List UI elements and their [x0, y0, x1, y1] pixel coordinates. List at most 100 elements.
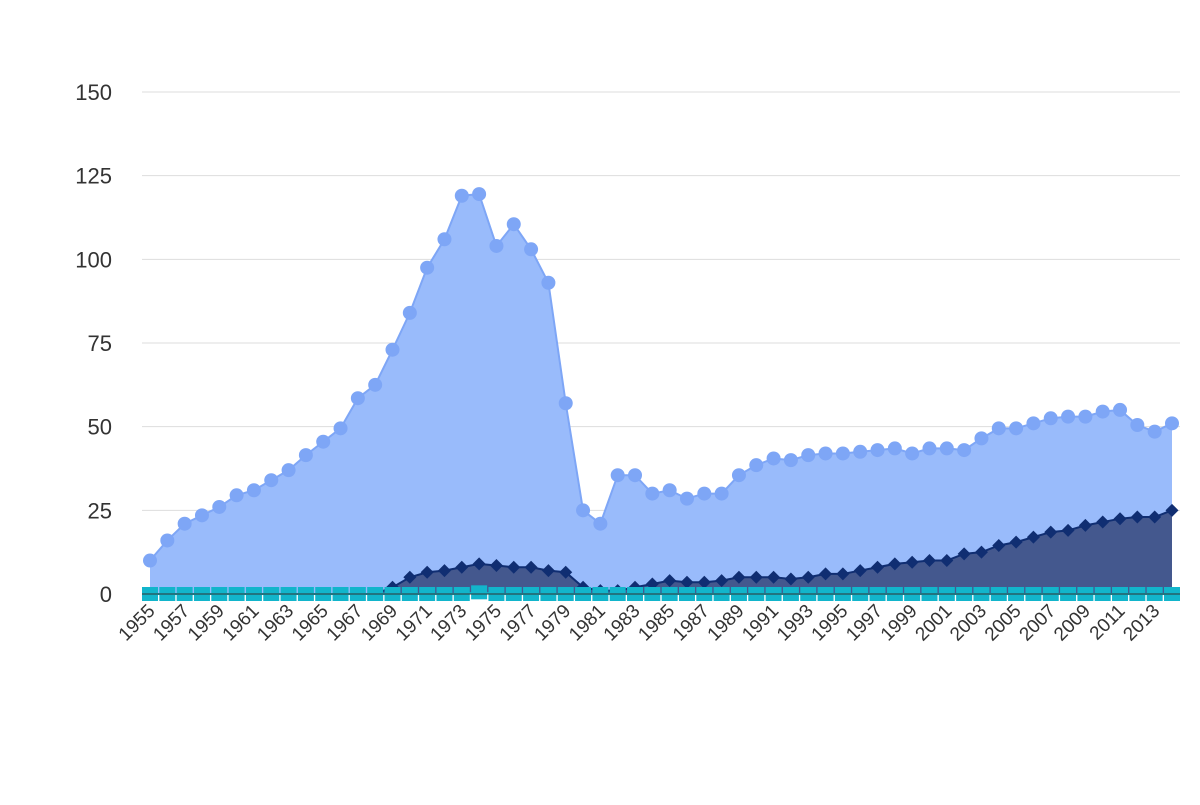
x-tick-label-1957: 1957	[149, 601, 194, 646]
series-2-point-1972	[437, 564, 451, 578]
x-tick-label-2009: 2009	[1050, 601, 1095, 646]
series-2-point-1970	[403, 570, 417, 584]
series-1-point-1983	[628, 468, 643, 483]
series-2-point-1978	[541, 564, 555, 578]
series-1-point-2002	[957, 443, 972, 458]
series-2-point-1974	[472, 557, 486, 571]
series-1-point-1999	[905, 446, 920, 461]
series-1-point-2006	[1026, 416, 1041, 431]
y-tick-label-25: 25	[88, 498, 112, 523]
series-1-point-1964	[298, 448, 313, 463]
series-1-point-1961	[246, 483, 261, 498]
series-1-point-1974	[472, 187, 487, 202]
series-1-point-1997	[870, 443, 885, 458]
series-2-point-1990	[749, 570, 763, 584]
series-1-point-2009	[1078, 409, 1093, 424]
series-1-point-1992	[783, 453, 798, 468]
series-1-point-1993	[801, 448, 816, 463]
series-2-point-2002	[957, 547, 971, 561]
x-tick-label-1987: 1987	[669, 601, 714, 646]
series-1-point-1998	[887, 441, 902, 456]
y-tick-label-150: 150	[75, 80, 112, 105]
series-2-point-1999	[905, 555, 919, 569]
series-2-point-1988	[715, 574, 729, 588]
series-2-point-2011	[1113, 512, 1127, 526]
x-tick-label-1963: 1963	[253, 601, 298, 646]
series-2-point-1977	[524, 560, 538, 574]
series-2-point-1986	[680, 575, 694, 589]
series-1-point-1978	[541, 275, 556, 290]
series-1-point-1980	[576, 503, 591, 518]
series-1-point-1995	[835, 446, 850, 461]
series-2-point-2006	[1026, 530, 1040, 544]
series-1-point-2007	[1043, 411, 1058, 426]
series-2-point-1987	[697, 575, 711, 589]
x-tick-label-1973: 1973	[427, 601, 472, 646]
series-2-point-2013	[1148, 510, 1162, 524]
series-1-point-1994	[818, 446, 833, 461]
series-2-point-1994	[819, 567, 833, 581]
series-2-point-1997	[871, 560, 885, 574]
series-2-point-1993	[801, 570, 815, 584]
series-1-point-1962	[264, 473, 279, 488]
series-1-point-1979	[558, 396, 573, 411]
x-tick-label-1967: 1967	[323, 601, 368, 646]
series-2-point-2000	[922, 554, 936, 568]
y-tick-label-100: 100	[75, 247, 112, 272]
series-1-point-1969	[385, 342, 400, 357]
series-2-point-2009	[1078, 518, 1092, 532]
series-1-point-1986	[679, 491, 694, 506]
series-1-point-1958	[194, 508, 209, 523]
series-2-point-1996	[853, 564, 867, 578]
series-1-point-2011	[1113, 402, 1128, 417]
x-tick-label-2013: 2013	[1119, 601, 1164, 646]
x-tick-label-1971: 1971	[392, 601, 437, 646]
y-tick-label-0: 0	[100, 582, 112, 607]
x-tick-label-1961: 1961	[219, 601, 264, 646]
series-1-point-1959	[212, 499, 227, 514]
series-1-point-1988	[714, 486, 729, 501]
series-2-point-2003	[974, 545, 988, 559]
x-tick-label-1979: 1979	[531, 601, 576, 646]
series-2-point-1998	[888, 557, 902, 571]
series-1-point-2003	[974, 431, 989, 446]
series-1-point-1970	[402, 305, 417, 320]
series-1-point-1960	[229, 488, 244, 503]
series-2-point-2008	[1061, 523, 1075, 537]
series-2-point-1973	[455, 560, 469, 574]
series-1-area	[150, 194, 1172, 594]
series-1-point-1963	[281, 463, 296, 478]
series-1-point-1955	[143, 553, 157, 568]
x-tick-label-2003: 2003	[946, 601, 991, 646]
x-tick-label-2011: 2011	[1086, 601, 1130, 645]
series-2-point-2005	[1009, 535, 1023, 549]
series-1-point-2000	[922, 441, 937, 456]
series-1-point-1982	[610, 468, 625, 483]
series-1-point-1968	[368, 377, 383, 392]
x-tick-label-1975: 1975	[461, 601, 506, 646]
x-tick-label-1997: 1997	[842, 601, 887, 646]
series-1-point-2008	[1061, 409, 1076, 424]
series-2-point-2014	[1165, 503, 1179, 517]
x-tick-label-1989: 1989	[704, 601, 749, 646]
x-tick-label-1991: 1991	[738, 601, 783, 646]
series-2-point-1991	[767, 570, 781, 584]
series-1-point-2012	[1130, 417, 1145, 432]
series-2-point-1992	[784, 572, 798, 586]
series-1-point-2010	[1095, 404, 1110, 419]
x-tick-label-1977: 1977	[496, 601, 541, 646]
series-1-point-2005	[1009, 421, 1024, 436]
x-tick-label-1965: 1965	[288, 601, 333, 646]
series-2-point-1995	[836, 567, 850, 581]
y-tick-label-125: 125	[75, 164, 112, 189]
series-2-point-2012	[1130, 510, 1144, 524]
series-1-point-1972	[437, 232, 452, 247]
series-2-point-2001	[940, 554, 954, 568]
series-markers	[142, 187, 1180, 601]
series-1-point-2004	[991, 421, 1006, 436]
series-1-point-1981	[593, 516, 608, 531]
series-1-point-1990	[749, 458, 764, 473]
series-1-point-1957	[177, 516, 192, 531]
